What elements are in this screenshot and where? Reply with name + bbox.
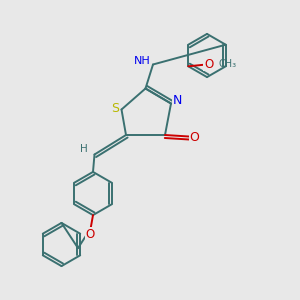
Text: H: H bbox=[80, 144, 88, 154]
Text: NH: NH bbox=[134, 56, 151, 66]
Text: O: O bbox=[190, 130, 199, 144]
Text: O: O bbox=[85, 227, 94, 241]
Text: O: O bbox=[204, 58, 213, 71]
Text: S: S bbox=[111, 102, 119, 116]
Text: CH₃: CH₃ bbox=[219, 59, 237, 69]
Text: N: N bbox=[172, 94, 182, 107]
